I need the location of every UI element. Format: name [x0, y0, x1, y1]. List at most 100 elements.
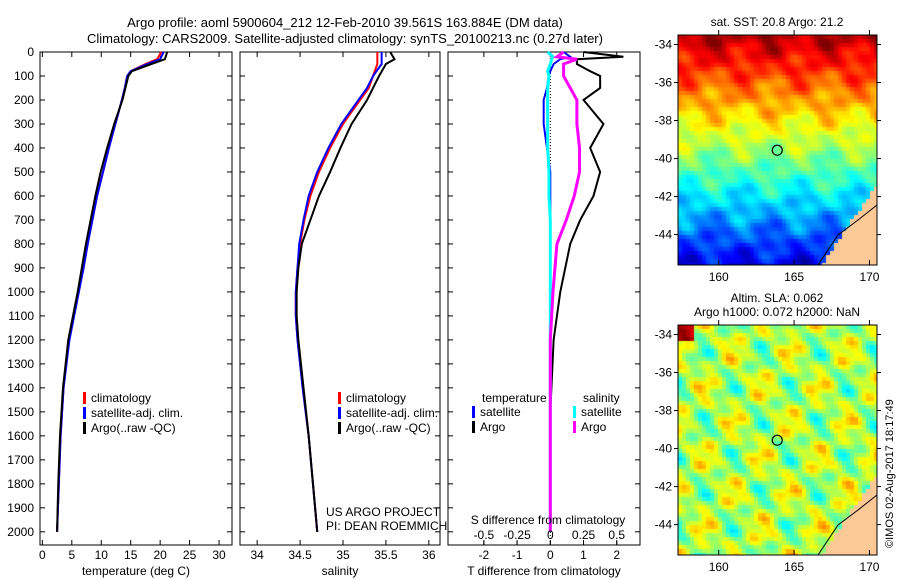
y-tick-label: 200	[14, 93, 34, 107]
map-x-tick-label: 165	[784, 270, 804, 284]
y-tick-label: 1400	[7, 381, 34, 395]
x-tick-label: 36	[422, 548, 436, 562]
legend-label: Argo	[581, 420, 607, 434]
legend-swatch	[338, 422, 341, 434]
map-y-tick-label: -34	[655, 38, 673, 52]
x-tick-label: 35.5	[374, 548, 398, 562]
sst-map-frame	[677, 34, 878, 266]
argo-position-marker	[771, 144, 783, 156]
x-tick-label: 30	[212, 548, 226, 562]
x-tick-label: 15	[124, 548, 138, 562]
s-axis-label: S difference from climatology	[471, 513, 626, 527]
map-y-tick-label: -44	[655, 228, 673, 242]
legend-swatch	[83, 407, 86, 419]
legend-label: Argo(..raw -QC)	[91, 421, 176, 435]
temperature-profile-xlabel: temperature (deg C)	[82, 564, 190, 578]
s-satellite-line	[546, 50, 555, 532]
x-tick-label: 5	[68, 548, 75, 562]
legend-swatch	[573, 421, 576, 433]
x-tick-label: 2	[613, 548, 620, 562]
s-tick-label: 0.25	[572, 528, 596, 542]
temperature-line-0	[56, 51, 163, 532]
argo-position-marker	[771, 434, 783, 446]
s-tick-label: -0.25	[503, 528, 531, 542]
legend-swatch	[83, 392, 86, 404]
y-tick-label: 0	[27, 45, 34, 59]
sst-map-image	[678, 35, 877, 265]
y-tick-label: 800	[14, 237, 34, 251]
temperature-line-2	[56, 51, 169, 532]
map-y-tick-label: -36	[655, 366, 673, 380]
x-tick-label: 1	[580, 548, 587, 562]
salinity-profile-xlabel: salinity	[322, 564, 359, 578]
y-tick-label: 1500	[7, 405, 34, 419]
x-tick-label: 25	[183, 548, 197, 562]
legend-label: satellite	[480, 405, 521, 419]
legend-label: satellite-adj. clim.	[346, 406, 438, 420]
y-tick-label: 500	[14, 165, 34, 179]
y-tick-label: 1700	[7, 453, 34, 467]
legend-label: satellite	[581, 405, 622, 419]
y-tick-label: 100	[14, 69, 34, 83]
sst-map-title: sat. SST: 20.8 Argo: 21.2	[711, 15, 844, 29]
map-y-tick-label: -44	[655, 518, 673, 532]
project-annotation: US ARGO PROJECT	[326, 505, 441, 519]
x-tick-label: 35	[336, 548, 350, 562]
y-tick-label: 900	[14, 261, 34, 275]
map-y-tick-label: -42	[655, 480, 673, 494]
s-tick-label: -0.5	[474, 528, 495, 542]
map-x-tick-label: 165	[784, 560, 804, 574]
map-y-tick-label: -40	[655, 442, 673, 456]
temperature-line-1	[56, 51, 165, 532]
title-line-2: Climatology: CARS2009. Satellite-adjuste…	[87, 31, 603, 46]
legend-label: climatology	[91, 391, 151, 405]
difference-profile-frame	[447, 51, 641, 546]
map-y-tick-label: -38	[655, 404, 673, 418]
legend-swatch	[472, 406, 475, 418]
credit-text: ©IMOS 02-Aug-2017 18:17:49	[884, 399, 896, 548]
map-x-tick-label: 170	[859, 560, 879, 574]
y-tick-label: 1900	[7, 501, 34, 515]
legend-swatch	[83, 422, 86, 434]
sla-map-subtitle: Argo h1000: 0.072 h2000: NaN	[694, 305, 860, 319]
y-tick-label: 700	[14, 213, 34, 227]
difference-profile-xlabel: T difference from climatology	[467, 564, 621, 578]
map-y-tick-label: -38	[655, 114, 673, 128]
t-argo-line	[549, 51, 624, 532]
s-tick-label: 0	[547, 528, 554, 542]
x-tick-label: 0	[39, 548, 46, 562]
salinity-line-0	[294, 52, 379, 532]
y-tick-label: 1000	[7, 285, 34, 299]
y-tick-label: 300	[14, 117, 34, 131]
x-tick-label: -1	[512, 548, 523, 562]
sla-map-frame	[677, 324, 878, 556]
y-tick-label: 1600	[7, 429, 34, 443]
y-tick-label: 2000	[7, 525, 34, 539]
map-x-tick-label: 160	[709, 270, 729, 284]
x-tick-label: 20	[153, 548, 167, 562]
s-tick-label: 0.5	[608, 528, 625, 542]
y-tick-label: 400	[14, 141, 34, 155]
legend-swatch	[338, 407, 341, 419]
legend-title-temperature: temperature	[482, 391, 547, 405]
x-tick-label: 0	[547, 548, 554, 562]
salinity-line-2	[295, 51, 396, 532]
coastline	[817, 204, 878, 266]
legend-label: satellite-adj. clim.	[91, 406, 183, 420]
legend-title-salinity: salinity	[583, 391, 620, 405]
legend-swatch	[573, 406, 576, 418]
map-x-tick-label: 160	[709, 560, 729, 574]
legend-swatch	[472, 421, 475, 433]
map-x-tick-label: 170	[859, 270, 879, 284]
x-tick-label: 34.5	[288, 548, 312, 562]
map-y-tick-label: -40	[655, 152, 673, 166]
pi-annotation: PI: DEAN ROEMMICH	[326, 519, 447, 533]
temperature-profile-frame	[39, 51, 233, 546]
y-tick-label: 1300	[7, 357, 34, 371]
map-y-tick-label: -36	[655, 76, 673, 90]
legend-swatch	[338, 392, 341, 404]
legend-label: climatology	[346, 391, 406, 405]
sla-map-image	[678, 325, 877, 555]
map-y-tick-label: -42	[655, 190, 673, 204]
